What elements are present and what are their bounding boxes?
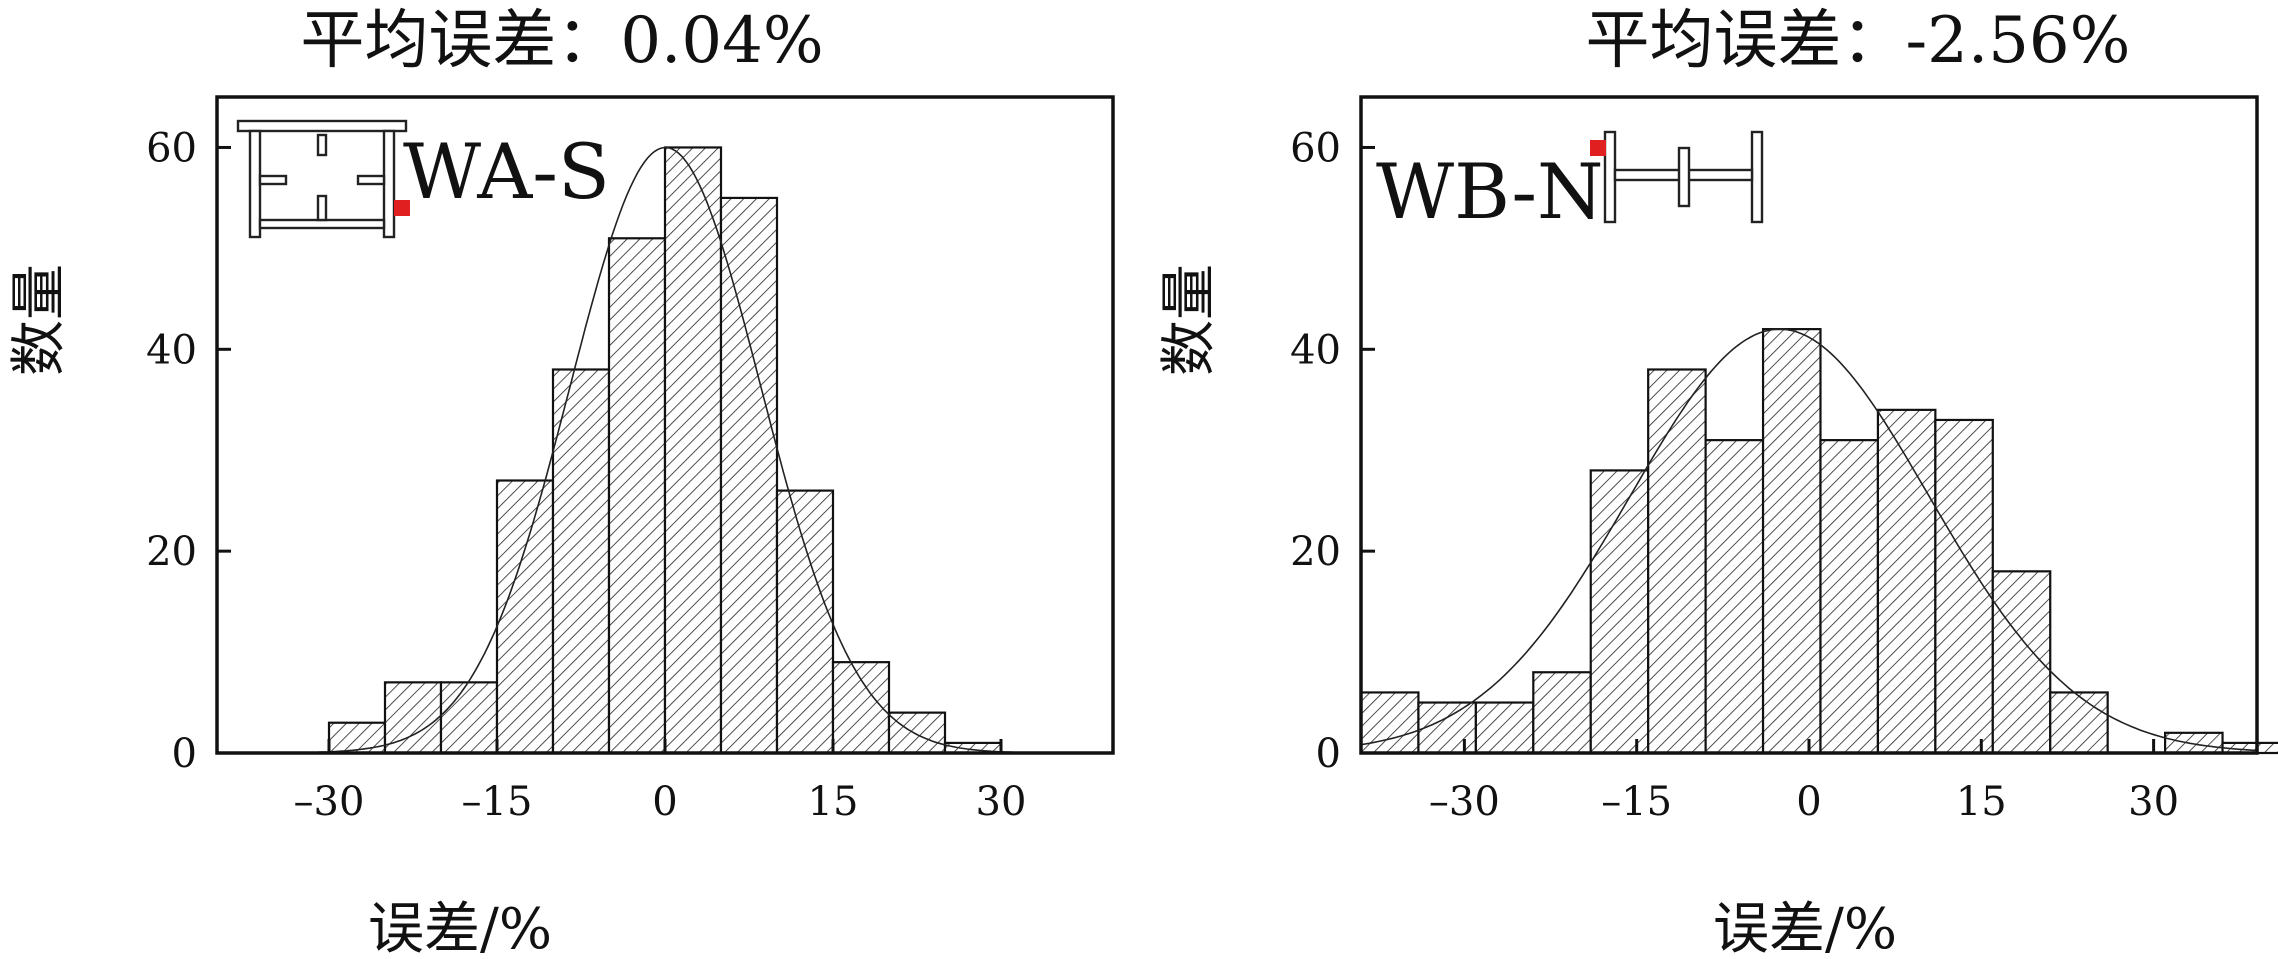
i-beam-icon: [1590, 130, 1764, 224]
histogram-bar: [1819, 439, 1880, 755]
x-tick-label: 0: [652, 779, 677, 825]
y-axis-label: 数量: [7, 264, 72, 376]
histogram-bar: [1761, 328, 1822, 755]
histogram-bar: [775, 489, 835, 755]
chart-panel-was: 平均误差：0.04% –30 –15 0 15 30 0 20 40 60 误差/% 数量 W…: [7, 4, 1115, 959]
x-axis-label: 误差/%: [368, 897, 552, 959]
histogram-bar: [1647, 368, 1707, 755]
histogram-bar: [495, 479, 555, 755]
x-tick-label: 30: [2128, 779, 2179, 825]
y-axis-ticks: 0 20 40 60: [1290, 125, 1375, 777]
x-axis-label: 误差/%: [1713, 897, 1897, 959]
bar-group: [327, 146, 1003, 755]
marker-square: [1590, 140, 1606, 156]
x-tick-label: –15: [1601, 779, 1672, 825]
y-tick-label: 20: [146, 529, 197, 575]
histogram-bar: [663, 146, 723, 755]
y-tick-label: 40: [146, 327, 197, 373]
y-axis-ticks: 0 20 40 60: [146, 125, 231, 777]
histogram-bar: [2164, 731, 2224, 755]
x-axis-ticks: –30 –15 0 15 30: [1429, 739, 2179, 825]
histogram-bar: [2049, 691, 2109, 755]
histogram-bar: [1991, 570, 2052, 755]
marker-square: [394, 200, 410, 216]
histogram-bar: [607, 237, 667, 755]
x-tick-label: –15: [462, 779, 533, 825]
x-tick-label: 15: [1956, 779, 2007, 825]
y-tick-label: 0: [1316, 731, 1341, 777]
y-axis-label: 数量: [1157, 264, 1222, 376]
x-tick-label: –30: [1429, 779, 1500, 825]
y-tick-label: 20: [1290, 529, 1341, 575]
histogram-bar: [1704, 439, 1765, 755]
bar-group: [1359, 328, 2278, 755]
x-axis-ticks: –30 –15 0 15 30: [294, 739, 1027, 825]
histogram-bar: [439, 681, 499, 755]
y-tick-label: 40: [1290, 327, 1341, 373]
y-tick-label: 0: [172, 731, 197, 777]
histogram-bar: [551, 368, 611, 755]
specimen-label: WB-N: [1376, 147, 1604, 236]
x-tick-label: 0: [1796, 779, 1821, 825]
histogram-bar: [1876, 408, 1937, 755]
histogram-bar: [887, 711, 947, 755]
histogram-bar: [1417, 701, 1477, 755]
histogram-bar: [1589, 469, 1650, 755]
x-tick-label: –30: [294, 779, 365, 825]
chart-title: 平均误差：-2.56%: [1586, 4, 2131, 78]
histogram-bar: [1532, 671, 1592, 755]
y-tick-label: 60: [146, 125, 197, 171]
fit-curve: [317, 146, 1013, 753]
histogram-bar: [719, 196, 779, 755]
histogram-bar: [327, 721, 387, 755]
specimen-label: WA-S: [403, 127, 610, 216]
x-tick-label: 15: [808, 779, 859, 825]
y-tick-label: 60: [1290, 125, 1341, 171]
chart-title: 平均误差：0.04%: [300, 4, 823, 78]
histogram-bar: [1474, 701, 1535, 755]
histogram-bar: [831, 661, 891, 755]
cross-section-icon: [236, 119, 410, 239]
fit-curve: [1360, 328, 2258, 752]
histogram-bar: [383, 681, 443, 755]
x-tick-label: 30: [976, 779, 1027, 825]
